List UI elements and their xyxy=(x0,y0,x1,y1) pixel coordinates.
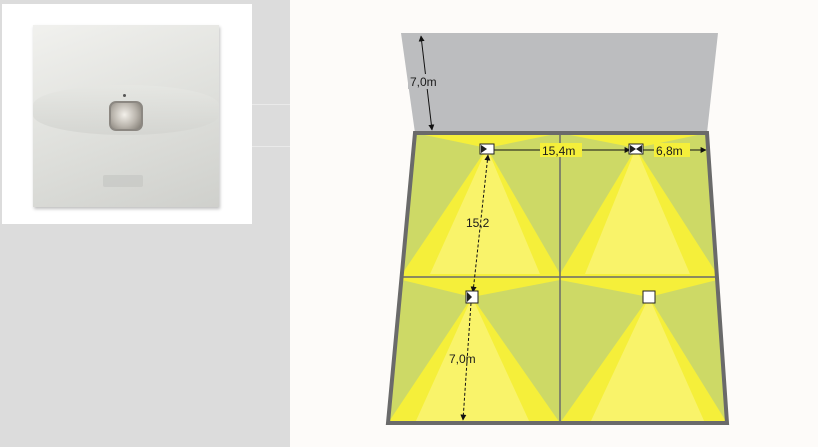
brand-logo xyxy=(103,175,143,187)
label-bg xyxy=(654,143,690,157)
sensor-icon xyxy=(628,143,644,155)
label-bg xyxy=(408,74,444,89)
label-bg xyxy=(540,143,582,157)
sensor-plate xyxy=(33,25,219,207)
wall-height-label: 7,0m xyxy=(410,75,437,89)
coverage-diagram: 7,0m 15,4m 6,8m 15,2 7,0m xyxy=(385,33,730,425)
sensor-lens-icon xyxy=(109,101,143,131)
led-indicator xyxy=(123,94,126,97)
vertical-spacing-label: 15,2 xyxy=(466,216,490,230)
sensor-icon xyxy=(642,290,656,304)
lower-distance-label: 7,0m xyxy=(449,352,476,366)
divider-line xyxy=(250,104,290,105)
floor-border xyxy=(385,131,730,425)
edge-distance-label: 6,8m xyxy=(656,144,683,158)
product-photo xyxy=(2,4,252,224)
coverage-zones xyxy=(388,133,727,423)
divider-line xyxy=(250,146,290,147)
product-panel xyxy=(0,0,290,447)
sensor-icon xyxy=(479,143,495,155)
lower-distance-dimension xyxy=(460,302,472,421)
horizontal-spacing-label: 15,4m xyxy=(542,144,575,158)
vertical-spacing-dimension xyxy=(470,154,491,293)
sensor-icon xyxy=(465,290,479,304)
coverage-diagram-panel: 7,0m 15,4m 6,8m 15,2 7,0m xyxy=(290,0,818,447)
back-wall xyxy=(401,33,718,133)
